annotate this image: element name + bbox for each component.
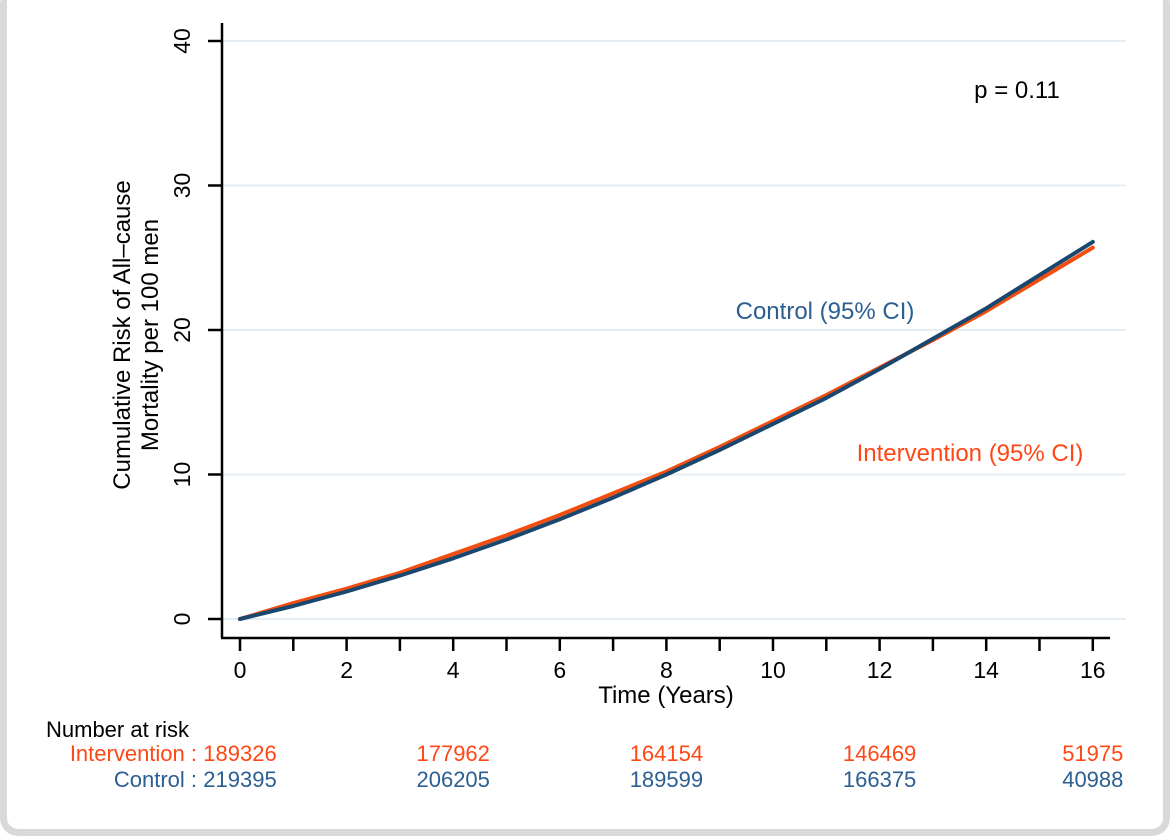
x-tick-label: 14	[973, 657, 999, 683]
x-tick-label: 12	[867, 657, 893, 683]
x-tick-label: 4	[447, 657, 460, 683]
risk-value-intervention: 177962	[416, 741, 489, 766]
x-tick-label: 2	[340, 657, 353, 683]
x-tick-label: 16	[1080, 657, 1106, 683]
risk-value-control: 166375	[843, 767, 916, 792]
risk-value-control: 206205	[416, 767, 489, 792]
intervention-curve	[238, 245, 1095, 621]
intervention-series-label: Intervention (95% CI)	[857, 440, 1084, 467]
y-tick-label: 0	[169, 613, 195, 626]
gridlines	[223, 40, 1126, 620]
risk-value-intervention: 51975	[1062, 741, 1123, 766]
risk-row-label-intervention: Intervention :	[70, 741, 197, 766]
risk-value-intervention: 146469	[843, 741, 916, 766]
x-tick-label: 6	[553, 657, 566, 683]
tick-labels: 0 10 20 30 40 0 2 4 6 8 10 12 14 16	[169, 28, 1106, 683]
p-value-annotation: p = 0.11	[974, 77, 1060, 104]
y-tick-label: 30	[169, 173, 195, 199]
risk-value-control: 219395	[203, 767, 276, 792]
y-tick-label: 40	[169, 28, 195, 54]
x-tick-label: 8	[660, 657, 673, 683]
risk-table-values: 189326 177962 164154 146469 51975 219395 20620…	[203, 741, 1123, 792]
x-axis-title: Time (Years)	[598, 682, 734, 709]
x-tick-label: 0	[234, 657, 247, 683]
risk-value-intervention: 189326	[203, 741, 276, 766]
risk-table-title: Number at risk	[46, 717, 190, 742]
y-axis-title-line2: Mortality per 100 men	[137, 219, 164, 451]
risk-row-label-control: Control :	[114, 767, 197, 792]
axes	[208, 23, 1110, 651]
y-tick-label: 20	[169, 317, 195, 343]
y-axis-title-line1: Cumulative Risk of All–cause	[109, 180, 136, 489]
risk-value-control: 189599	[630, 767, 703, 792]
risk-value-intervention: 164154	[630, 741, 703, 766]
curves	[238, 239, 1095, 621]
x-tick-label: 10	[760, 657, 786, 683]
risk-value-control: 40988	[1062, 767, 1123, 792]
y-tick-label: 10	[169, 462, 195, 488]
control-curve	[238, 239, 1095, 621]
control-series-label: Control (95% CI)	[736, 298, 915, 325]
